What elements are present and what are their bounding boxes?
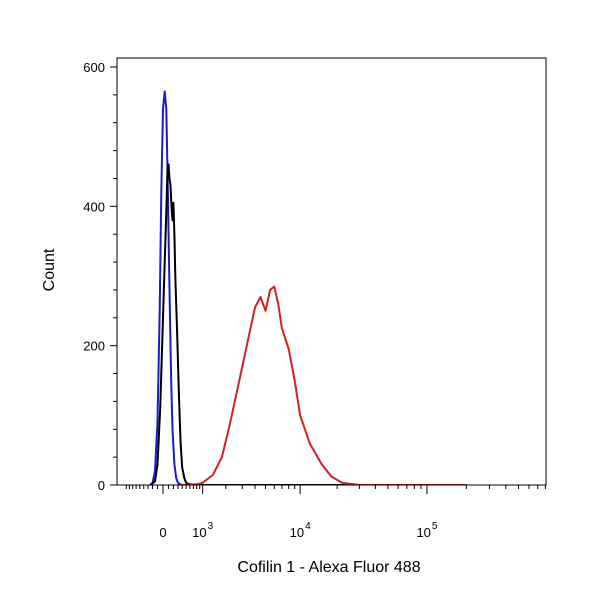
x-tick-label: 103	[192, 521, 213, 540]
plot-area: 0 200 400 600 0 103 104 105	[83, 57, 547, 540]
x-tick-label: 105	[416, 521, 437, 540]
plot-frame	[116, 57, 547, 486]
x-tick-label: 0	[159, 525, 166, 540]
x-tick-label: 104	[290, 521, 311, 540]
y-tick-label: 0	[98, 478, 105, 493]
y-axis-title: Count	[41, 248, 58, 291]
series-line-1	[149, 90, 467, 485]
y-tick-label: 400	[83, 199, 105, 214]
series-line-3	[182, 285, 467, 485]
y-tick-label: 600	[83, 60, 105, 75]
y-tick-label: 200	[83, 339, 105, 354]
x-axis-title: Cofilin 1 - Alexa Fluor 488	[237, 559, 420, 576]
